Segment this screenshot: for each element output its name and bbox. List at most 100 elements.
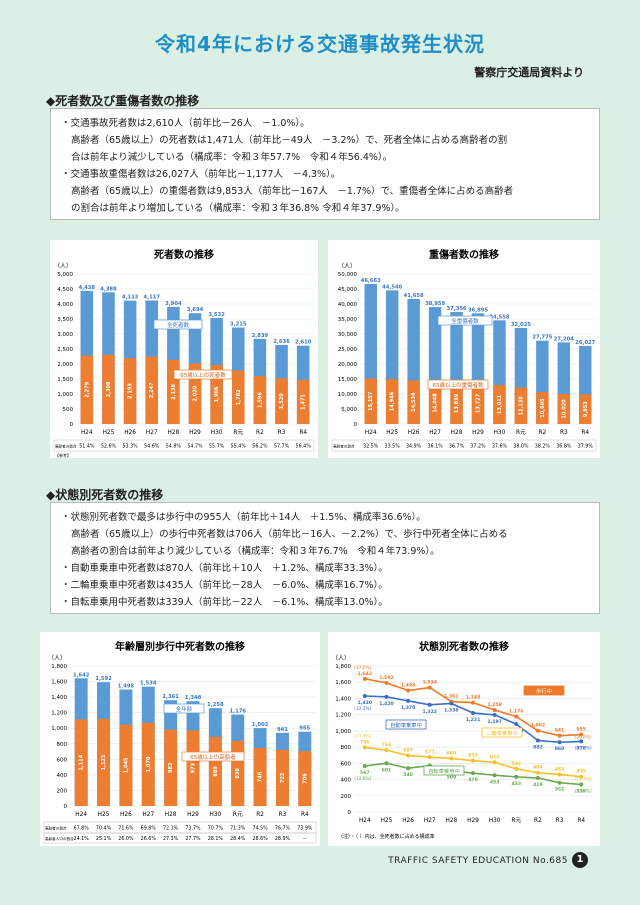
chart-note: （注）・（ ）内は、全死者数に占める構成率 [338,833,435,840]
data-label-1: 1,338 [444,707,459,713]
data-label-total: 41,658 [404,293,424,299]
y-tick-label: 1,200 [335,713,351,719]
ref-row-cell: 25.1% [96,836,112,842]
x-tick-label: R元 [233,811,243,818]
summary-status-line: ・自動車乗車中死者数は870人（前年比＋10人 ＋1.2%、構成率33.3%）。 [61,563,388,574]
ratio-row-cell: 33.5% [385,444,401,450]
data-label-0: 1,592 [379,675,394,681]
y-tick-label: 1,800 [335,664,351,670]
y-tick-label: 1,400 [51,695,67,701]
data-label-2: 697 [403,747,413,753]
data-label-total: 27,204 [554,336,574,342]
series-point-1 [427,702,432,707]
bar-elderly [364,378,377,424]
bar-elderly [97,718,111,806]
x-tick-label: H27 [146,430,158,436]
series-point-2 [449,756,454,761]
series-point-2 [579,774,584,779]
data-label-elderly: 889 [213,766,219,777]
bar-elderly [164,729,178,806]
data-label-total: 36,895 [468,307,488,313]
series-point-0 [362,676,367,681]
legend-elderly: 65歳以上の死者数 [180,371,226,379]
y-tick-label: 200 [341,794,352,800]
ratio-row-label: 高齢者の割合 [45,826,67,831]
ratio-row-cell: 36.7% [449,444,465,450]
ratio-row-cell: 38.0% [513,444,529,450]
ref-row-cell: 28.4% [230,836,246,842]
x-tick-label: H30 [489,818,501,824]
ratio-row-cell: 70.4% [96,826,112,832]
y-tick-label: 15,000 [338,377,358,383]
ratio-row-cell: 54.6% [144,444,160,450]
last-pct-1: (33.3%) [575,745,592,751]
ref-row-cell: － [302,837,307,842]
y-tick-label: 400 [341,778,352,784]
data-label-0: 1,348 [466,695,481,701]
data-label-total: 1,176 [230,709,247,715]
y-tick-label: 3,500 [57,317,73,323]
ratio-row-cell: 74.5% [252,826,268,832]
y-tick-label: 1,500 [57,377,73,383]
bar-elderly [253,376,267,424]
ref-row-cell: 28.1% [208,836,224,842]
bar-elderly [471,382,485,424]
data-label-1: 1,370 [401,705,416,711]
data-label-total: 1,498 [118,683,135,689]
ratio-row-cell: 72.1% [163,826,179,832]
series-point-1 [557,740,562,745]
y-tick-label: 50,000 [338,272,358,278]
series-point-1 [384,694,389,699]
x-tick-label: H30 [209,812,221,818]
x-tick-label: R3 [278,430,286,436]
summary-deaths-line: 合は前年より減少している（構成率：令和３年57.7% 令和４年56.4%）。 [71,152,393,163]
chart-title: 状態別死者数の推移 [419,640,509,653]
ratio-row-cell: 71.3% [230,826,246,832]
data-label-total: 1,002 [252,722,269,728]
ratio-row-cell: 36.1% [427,444,443,450]
series-point-1 [514,722,519,727]
y-tick-label: 20,000 [338,362,358,368]
data-label-elderly: 12,138 [518,396,524,416]
data-label-total: 3,215 [230,322,247,328]
series-point-3 [384,761,389,766]
data-label-elderly: 1,121 [101,754,107,770]
x-tick-label: H28 [445,818,457,824]
series-point-2 [384,748,389,753]
data-label-0: 1,642 [358,671,373,677]
x-tick-label: H24 [75,812,87,818]
legend-total-box [153,319,203,330]
series-point-1 [471,710,475,715]
data-label-elderly: 1,520 [279,393,285,409]
x-tick-label: H29 [189,430,201,436]
data-label-total: 3,532 [208,312,225,318]
legend-3: 自転車乗用中 [428,767,460,775]
data-label-total: 4,117 [144,294,161,300]
x-tick-label: H30 [211,430,223,436]
data-label-2: 613 [490,754,500,760]
data-label-total: 3,694 [187,307,204,313]
series-point-0 [579,732,584,737]
data-label-total: 1,592 [95,676,112,682]
data-label-total: 4,438 [79,285,96,291]
bar-elderly [186,730,200,806]
ratio-row-cell: 51.4% [79,444,95,450]
chart-status-line: 状態別死者数の推移 （人） 0 200 400 600 800 1,000 1,200 1,400… [328,632,600,846]
chart-injuries-svg: 重傷者数の推移 （人） 0 5,000 10,000 15,000 20,000 25,000… [331,248,597,452]
data-label-total: 37,356 [447,306,467,312]
chart-title: 重傷者数の推移 [429,248,499,261]
x-tick-label: H28 [165,812,177,818]
bar-elderly [253,747,267,806]
data-label-2: 435 [576,769,586,775]
chart-pedestrian-age: 年齢層別歩行中死者数の推移 （人） 0 200 400 600 800 1,000 1,200 1… [40,632,320,846]
series-point-3 [362,764,367,769]
x-tick-label: R4 [299,430,307,436]
ratio-row-cell: 55.4% [231,444,247,450]
chart-pedestrian-age-svg: 年齢層別歩行中死者数の推移 （人） 0 200 400 600 800 1,000 1,200 1… [43,640,317,844]
chart-status-line-svg: 状態別死者数の推移 （人） 0 200 400 600 800 1,000 1,200 1,400… [332,640,592,840]
legend-box-2 [481,727,523,738]
series-point-3 [406,766,411,771]
x-tick-label: H25 [386,430,398,436]
bar-elderly [579,394,592,424]
x-tick-label: R元 [233,429,243,436]
